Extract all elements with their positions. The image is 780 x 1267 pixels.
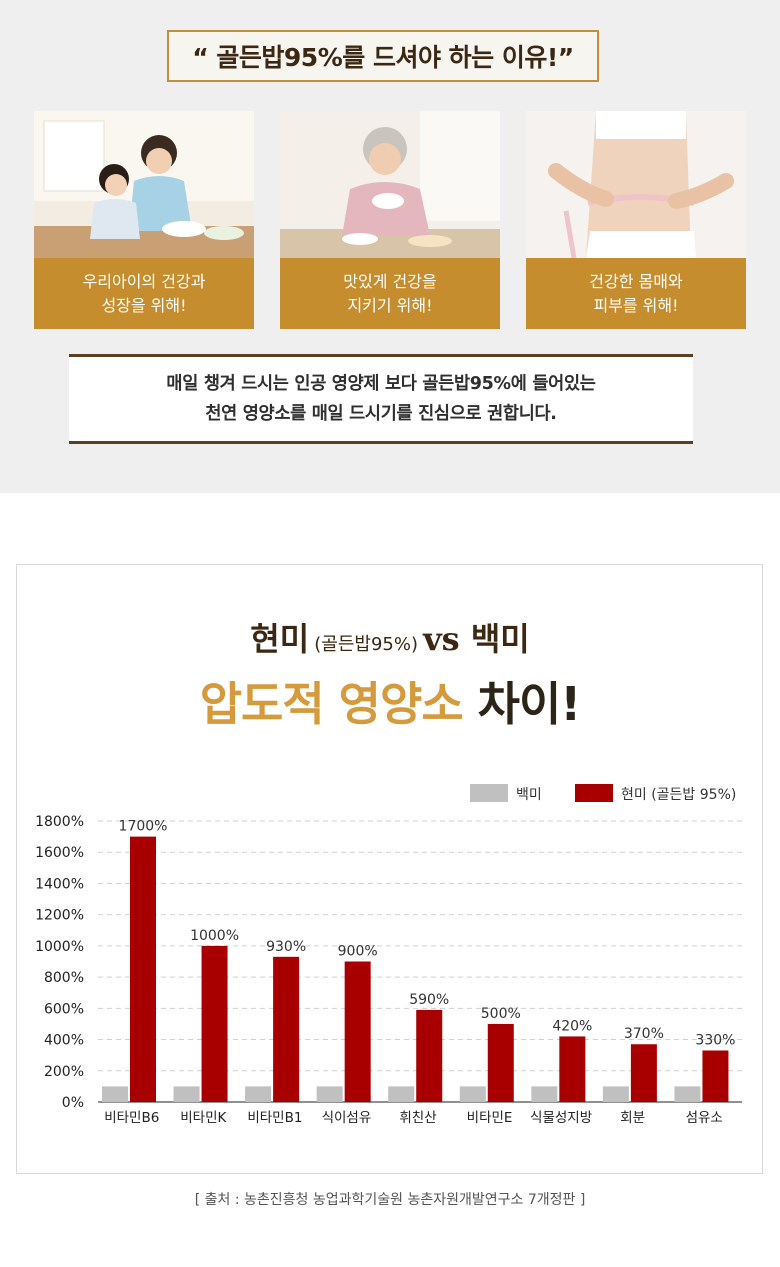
x-category-label: 섬유소 [686, 1110, 723, 1126]
title-vs-white-rice: vs 백미 [423, 620, 530, 658]
bar-brown-rice [487, 1023, 514, 1102]
reason-caption: 건강한 몸매와 피부를 위해! [526, 258, 746, 329]
bar-brown-rice [273, 956, 300, 1102]
reason-card-child: 우리아이의 건강과 성장을 위해! [34, 111, 254, 329]
legend-swatch-white-rice [470, 784, 508, 802]
caption-line: 피부를 위해! [593, 295, 679, 315]
nutrient-bar-chart: 백미 현미 (골든밥 95%) 0% 200% 400% 600% 800% 1000% 120… [35, 784, 742, 1126]
y-tick-label: 1800% [35, 814, 84, 830]
bar-brown-rice [559, 1036, 586, 1102]
title-paren: (골든밥95%) [314, 634, 418, 655]
bar-white-rice [602, 1086, 629, 1102]
y-tick-label: 1400% [35, 876, 84, 892]
x-category-label: 비타민E [467, 1110, 513, 1126]
bar-white-rice [459, 1086, 486, 1102]
x-category-label: 비타민K [180, 1110, 227, 1126]
note-line: 매일 챙겨 드시는 인공 영양제 보다 골든밥95%에 들어있는 [166, 374, 596, 394]
x-category-label: 비타민B6 [104, 1110, 159, 1126]
reason-caption: 우리아이의 건강과 성장을 위해! [34, 258, 254, 329]
bar-white-rice [173, 1086, 200, 1102]
bar-white-rice [102, 1086, 128, 1102]
caption-line: 우리아이의 건강과 [82, 271, 206, 291]
x-category-label: 식물성지방 [530, 1110, 592, 1126]
bar-value-label: 370% [624, 1026, 664, 1042]
bar-value-label: 930% [266, 939, 306, 955]
caption-line: 맛있게 건강을 [343, 271, 437, 291]
title-brown-rice: 현미 [250, 620, 310, 658]
x-category-label: 비타민B1 [247, 1110, 302, 1126]
headline-text: “ 골든밥95%를 드셔야 하는 이유!” [192, 43, 574, 72]
senior-eating-photo [280, 111, 500, 258]
bar-value-label: 590% [409, 992, 449, 1008]
bar-value-label: 500% [481, 1006, 521, 1022]
bar-value-label: 900% [338, 944, 378, 960]
chart-title-line1: 현미 (골든밥95%) vs 백미 [0, 614, 780, 660]
source-citation: [ 출처 : 농촌진흥청 농업과학기술원 농촌자원개발연구소 7개정판 ] [194, 1192, 586, 1208]
y-tick-label: 400% [44, 1033, 84, 1049]
bar-value-label: 330% [695, 1032, 735, 1048]
y-tick-label: 600% [44, 1001, 84, 1017]
bar-value-label: 1700% [119, 819, 168, 835]
bar-brown-rice [416, 1009, 443, 1102]
headline-box: “ 골든밥95%를 드셔야 하는 이유!” [167, 30, 599, 82]
reason-caption: 맛있게 건강을 지키기 위해! [280, 258, 500, 329]
waist-measure-photo [526, 111, 746, 258]
y-tick-label: 1000% [35, 939, 84, 955]
bar-brown-rice [630, 1044, 657, 1102]
y-tick-label: 800% [44, 970, 84, 986]
legend-swatch-brown-rice [575, 784, 613, 802]
y-tick-label: 1200% [35, 908, 84, 924]
bar-white-rice [531, 1086, 558, 1102]
bar-brown-rice [344, 961, 371, 1102]
caption-line: 건강한 몸매와 [589, 271, 683, 291]
bar-white-rice [674, 1086, 701, 1102]
legend-label-brown-rice: 현미 (골든밥 95%) [621, 787, 736, 803]
bar-brown-rice [201, 945, 228, 1102]
title-overwhelming: 압도적 영양소 [199, 677, 464, 731]
caption-line: 성장을 위해! [101, 295, 187, 315]
bar-white-rice [245, 1086, 272, 1102]
y-tick-label: 1600% [35, 845, 84, 861]
legend-label-white-rice: 백미 [516, 787, 542, 803]
x-category-label: 식이섬유 [322, 1110, 372, 1126]
chart-title-line2: 압도적 영양소 차이! [0, 668, 780, 734]
x-category-label: 휘친산 [399, 1110, 436, 1126]
y-tick-label: 200% [44, 1064, 84, 1080]
bar-brown-rice [130, 836, 156, 1102]
title-difference: 차이! [477, 677, 582, 731]
note-line: 천연 영양소를 매일 드시기를 진심으로 권합니다. [205, 404, 557, 424]
x-category-label: 회분 [620, 1110, 645, 1126]
reason-card-taste: 맛있게 건강을 지키기 위해! [280, 111, 500, 329]
bar-value-label: 1000% [190, 928, 239, 944]
bar-brown-rice [702, 1050, 729, 1102]
caption-line: 지키기 위해! [347, 295, 433, 315]
y-tick-label: 0% [62, 1095, 84, 1111]
bar-value-label: 420% [552, 1018, 592, 1034]
bar-white-rice [316, 1086, 343, 1102]
bar-white-rice [388, 1086, 415, 1102]
recommendation-note: 매일 챙겨 드시는 인공 영양제 보다 골든밥95%에 들어있는 천연 영양소를… [69, 354, 693, 444]
family-meal-photo [34, 111, 254, 258]
reason-card-body: 건강한 몸매와 피부를 위해! [526, 111, 746, 329]
